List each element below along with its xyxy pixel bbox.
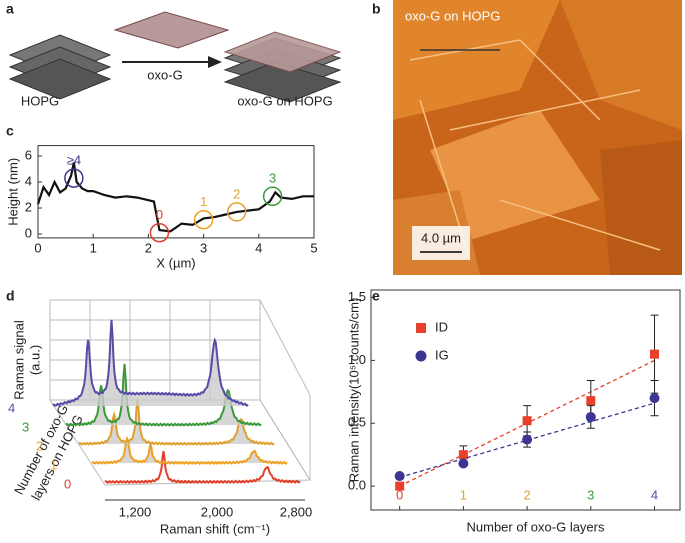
legend-marker	[415, 350, 427, 362]
point	[522, 416, 532, 426]
x-tick-label: 4	[651, 487, 658, 502]
legend-label: ID	[435, 319, 448, 334]
x-tick-label: 4	[255, 240, 262, 255]
afm-caption: oxo-G on HOPG	[405, 8, 500, 23]
spectrum	[78, 397, 275, 447]
y-tick-label: 0.5	[348, 415, 366, 430]
x-tick-label: 5	[310, 240, 317, 255]
spectrum	[91, 435, 288, 466]
panel-label: a	[6, 1, 14, 17]
hopg-schematic	[8, 11, 342, 103]
x-axis-label: X (µm)	[156, 255, 195, 270]
x-tick-label: 2	[145, 240, 152, 255]
annotation-circle	[193, 209, 214, 230]
x-tick-label: 1	[460, 487, 467, 502]
x-tick-label: 0	[396, 487, 403, 502]
y-axis-label: Height (nm)	[5, 158, 20, 226]
y-tick-label: 2	[25, 199, 32, 214]
point	[586, 396, 596, 406]
afm-image	[393, 0, 682, 275]
schematic-label: oxo-G	[147, 67, 182, 82]
point	[458, 458, 469, 469]
y-tick-label: 4	[25, 173, 32, 188]
spectrum	[65, 363, 262, 427]
annotation-circle	[226, 202, 247, 222]
height-profile	[36, 162, 314, 233]
x-axis-label: Number of oxo-G layers	[467, 519, 605, 534]
point	[458, 450, 468, 460]
x-tick-label: 2	[523, 487, 530, 502]
x-tick-label: 2,800	[280, 504, 313, 519]
x-tick-label: 0	[34, 240, 41, 255]
spectrum	[52, 319, 249, 407]
layer-label: 2	[36, 438, 43, 453]
axis-label: (a.u.)	[27, 345, 42, 375]
x-tick-label: 1	[90, 240, 97, 255]
y-tick-label: 1.0	[348, 352, 366, 367]
point	[394, 471, 405, 482]
annotation-label: 0	[156, 207, 163, 222]
layer-label: 1	[50, 457, 57, 472]
panel-label: e	[372, 288, 380, 304]
y-tick-label: 6	[25, 147, 32, 162]
scale-bar-label: 4.0 µm	[421, 230, 461, 245]
y-tick-label: 0.0	[348, 478, 366, 493]
y-tick-label: 1.5	[348, 289, 366, 304]
layer-label: 4	[8, 400, 15, 415]
schematic-label: HOPG	[21, 93, 59, 108]
legend-label: IG	[435, 347, 449, 362]
annotation-circle	[64, 168, 84, 188]
annotation-label: 1	[200, 194, 207, 209]
plot-frame	[37, 145, 315, 239]
annotation-circle	[262, 186, 283, 207]
legend-marker	[416, 323, 426, 333]
plot-frame	[370, 289, 681, 511]
annotation-label: 2	[233, 186, 240, 201]
point	[650, 349, 660, 359]
layer-label: 3	[22, 419, 29, 434]
axis-label: Raman shift (cm⁻¹)	[160, 521, 270, 536]
point	[522, 434, 533, 445]
x-tick-label: 2,000	[201, 504, 234, 519]
layer-label: 0	[64, 476, 71, 491]
panel-label: c	[6, 123, 14, 139]
annotation-circle	[149, 222, 170, 243]
panel-label: b	[372, 1, 381, 17]
y-tick-label: 0	[25, 225, 32, 240]
axis-label: Raman signal	[11, 320, 26, 400]
annotation-label: ≥4	[67, 153, 81, 168]
point	[649, 393, 660, 404]
schematic-label: oxo-G on HOPG	[237, 93, 332, 108]
y-axis-label: Raman intensity(10⁵ counts/cm)	[346, 298, 361, 483]
x-tick-label: 3	[200, 240, 207, 255]
spectrum	[104, 451, 301, 485]
panel-label: d	[6, 288, 15, 304]
point	[585, 411, 596, 422]
point	[395, 481, 405, 491]
x-tick-label: 3	[587, 487, 594, 502]
fit-line	[399, 402, 655, 478]
annotation-label: 3	[269, 171, 276, 186]
x-tick-label: 1,200	[119, 504, 152, 519]
